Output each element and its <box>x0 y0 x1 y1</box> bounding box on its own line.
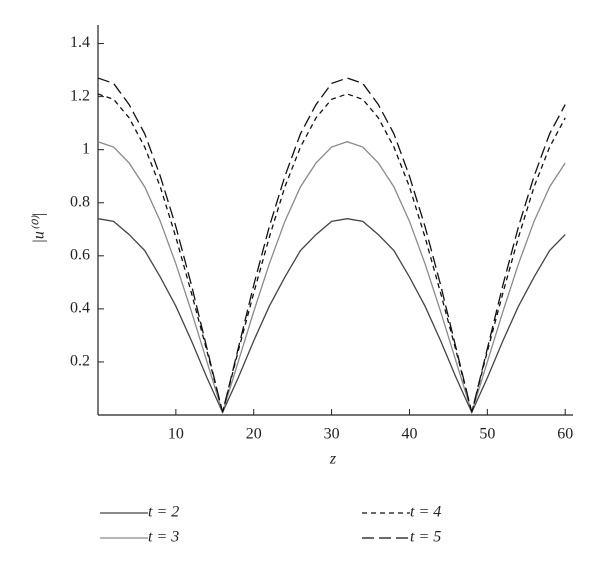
y-tick-label: 0.6 <box>70 246 90 263</box>
y-tick-label: 1.4 <box>70 34 90 51</box>
legend-label: t = 4 <box>410 504 441 521</box>
x-tick-label: 60 <box>557 426 573 443</box>
legend-label: t = 2 <box>148 504 179 521</box>
x-tick-label: 50 <box>479 426 495 443</box>
line <box>97 141 566 415</box>
legend-label: t = 5 <box>410 529 441 546</box>
y-tick-label: 1.2 <box>70 87 90 104</box>
x-axis-label: z <box>329 451 337 468</box>
line <box>97 218 566 414</box>
legend-label: t = 3 <box>148 529 179 546</box>
line <box>97 77 566 413</box>
x-tick-label: 20 <box>246 426 262 443</box>
y-tick-label: 0.8 <box>70 193 90 210</box>
x-tick-label: 40 <box>401 426 417 443</box>
y-tick-label: 0.2 <box>70 353 90 370</box>
x-tick-label: 30 <box>324 426 340 443</box>
y-axis-label: |u⁽⁰⁾| <box>31 212 48 243</box>
x-tick-label: 10 <box>168 426 184 443</box>
y-tick-label: 1 <box>82 140 90 157</box>
y-tick-label: 0.4 <box>70 300 90 317</box>
line <box>97 93 566 413</box>
